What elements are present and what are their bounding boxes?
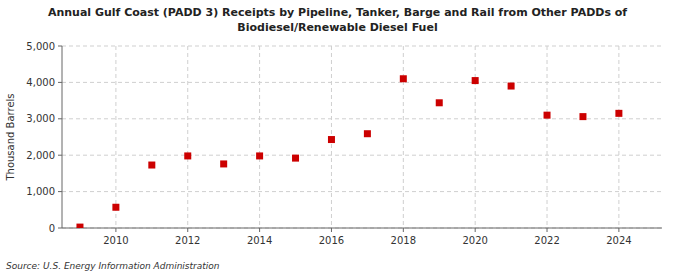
grid-line-y [62,155,662,156]
grid-line-x [475,46,476,228]
chart: Annual Gulf Coast (PADD 3) Receipts by P… [0,0,675,275]
y-tick [58,155,62,156]
grid [62,46,662,228]
x-tick [331,228,332,232]
grid-line-x [547,46,548,228]
y-tick-label: 5,000 [26,41,55,52]
grid-line-y [62,82,662,83]
grid-line-y [62,228,662,229]
grid-line-x [187,46,188,228]
x-tick-label: 2014 [247,235,272,246]
grid-line-y [62,46,662,47]
y-axis-label: Thousand Barrels [5,93,16,181]
x-tick [547,228,548,232]
x-tick [259,228,260,232]
title: Annual Gulf Coast (PADD 3) Receipts by P… [48,6,627,19]
grid-line-x [618,46,619,228]
axes: 0 1,000 2,000 3,000 4,000 5,000 2010 2012 2014 20… [26,41,662,247]
source-note: Source: U.S. Energy Information Administ… [6,261,220,271]
x-tick [475,228,476,232]
point [148,162,155,169]
point [508,83,515,90]
x-tick-label: 2022 [534,235,559,246]
point [436,99,443,106]
x-tick [618,228,619,232]
point [184,152,191,159]
grid-line-x [403,46,404,228]
point [615,110,622,117]
grid-line-x [115,46,116,228]
y-tick-label: 1,000 [26,186,55,197]
y-tick [58,228,62,229]
x-tick-label: 2012 [175,235,200,246]
y-tick [58,82,62,83]
x-tick [403,228,404,232]
x-tick-label: 2010 [103,235,128,246]
x-tick [187,228,188,232]
point [400,75,407,82]
subtitle: Biodiesel/Renewable Diesel Fuel [237,21,437,34]
grid-line-x [259,46,260,228]
y-tick-label: 3,000 [26,113,55,124]
point [76,224,83,228]
x-tick-label: 2020 [462,235,487,246]
y-tick-label: 0 [49,223,55,234]
point [292,155,299,162]
x-tick-label: 2024 [606,235,631,246]
y-axis-line [62,46,63,228]
point [472,77,479,84]
y-tick [58,191,62,192]
grid-line-y [62,118,662,119]
point [544,112,551,119]
points [76,75,622,228]
x-tick-label: 2016 [319,235,344,246]
y-tick-label: 2,000 [26,150,55,161]
point [256,152,263,159]
point [364,130,371,137]
point [328,136,335,143]
point [579,113,586,120]
x-axis-line [62,228,662,229]
x-tick-label: 2018 [391,235,416,246]
point [220,160,227,167]
y-tick [58,46,62,47]
grid-line-y [62,191,662,192]
y-tick-label: 4,000 [26,77,55,88]
x-tick [115,228,116,232]
y-tick [58,118,62,119]
point [112,204,119,211]
